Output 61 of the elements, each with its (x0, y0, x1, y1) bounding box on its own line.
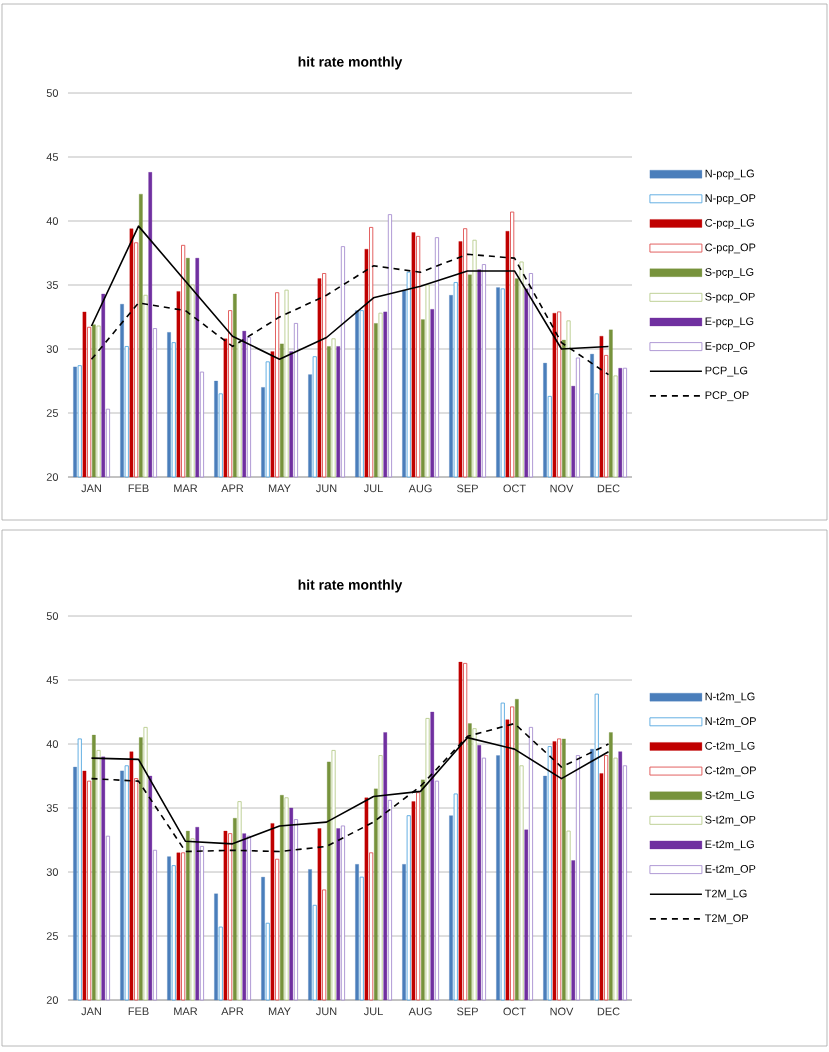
x-tick-label: MAY (268, 484, 291, 493)
y-tick-label: 30 (46, 868, 59, 876)
chart-title: hit rate monthly (298, 579, 403, 593)
legend-label: S-t2m_OP (705, 815, 756, 826)
x-tick-label: OCT (503, 484, 526, 493)
legend-label: T2M_OP (704, 914, 748, 925)
x-tick-label: MAR (174, 484, 198, 493)
y-tick-label: 45 (46, 153, 59, 161)
legend-label: N-pcp_OP (705, 194, 756, 205)
legend-label: N-pcp_LG (705, 169, 754, 180)
legend-label: E-pcp_OP (705, 342, 755, 352)
x-tick-label: DEC (597, 484, 620, 493)
legend-label: T2M_LG (704, 889, 747, 900)
x-tick-label: JUL (363, 1007, 383, 1016)
x-tick-label: JAN (81, 1007, 101, 1016)
y-tick-label: 20 (46, 473, 59, 481)
legend-label: C-t2m_LG (705, 741, 755, 752)
y-tick-label: 40 (46, 740, 59, 748)
y-tick-label: 30 (46, 345, 59, 353)
y-tick-label: 50 (46, 612, 59, 620)
x-tick-label: NOV (550, 484, 574, 493)
legend-label: E-pcp_LG (705, 317, 754, 328)
y-tick-label: 50 (46, 89, 59, 97)
legend-label: C-pcp_LG (705, 218, 754, 229)
x-tick-label: OCT (503, 1007, 526, 1016)
line-series (90, 722, 610, 853)
legend-label: PCP_LG (705, 366, 748, 377)
legend-label: S-pcp_OP (705, 292, 755, 303)
x-tick-label: AUG (408, 1007, 432, 1016)
x-tick-label: JUN (316, 1007, 337, 1016)
y-tick-label: 35 (46, 281, 59, 289)
x-tick-label: JUN (316, 484, 337, 493)
x-tick-label: MAY (268, 1007, 291, 1016)
legend-label: N-t2m_OP (705, 717, 756, 728)
legend-label: E-t2m_OP (705, 865, 756, 875)
x-tick-label: APR (221, 484, 244, 493)
y-tick-label: 20 (46, 996, 59, 1004)
legend-label: C-pcp_OP (705, 243, 756, 254)
y-tick-label: 40 (46, 217, 59, 225)
x-tick-label: JUL (363, 484, 383, 493)
x-tick-label: SEP (457, 484, 478, 493)
x-tick-label: SEP (457, 1007, 478, 1016)
y-tick-label: 45 (46, 676, 59, 684)
x-tick-label: DEC (597, 1007, 620, 1016)
x-tick-label: JAN (81, 484, 101, 493)
x-tick-label: FEB (128, 484, 149, 493)
y-tick-label: 35 (46, 804, 59, 812)
legend-label: C-t2m_OP (705, 766, 756, 777)
x-tick-label: AUG (408, 484, 432, 493)
legend-label: S-t2m_LG (705, 791, 754, 801)
y-tick-label: 25 (46, 932, 59, 940)
legend-label: E-t2m_LG (705, 840, 754, 851)
legend-label: N-t2m_LG (705, 692, 755, 703)
y-tick-label: 25 (46, 409, 59, 417)
legend-label: S-pcp_LG (705, 268, 754, 279)
x-tick-label: APR (221, 1007, 244, 1016)
chart-title: hit rate monthly (298, 56, 403, 70)
x-tick-label: NOV (550, 1007, 574, 1016)
x-tick-label: FEB (128, 1007, 149, 1016)
x-tick-label: MAR (174, 1007, 198, 1016)
legend-label: PCP_OP (705, 391, 749, 402)
